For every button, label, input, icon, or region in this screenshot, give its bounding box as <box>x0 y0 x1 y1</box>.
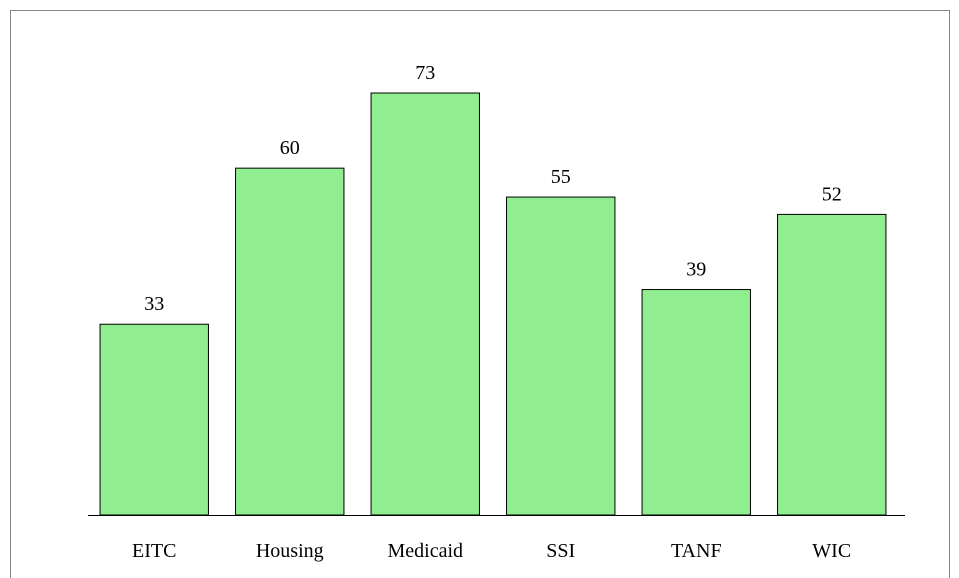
bar <box>370 92 480 516</box>
x-tick-label: WIC <box>812 540 851 562</box>
bar <box>777 213 887 516</box>
x-tick-label: EITC <box>132 540 176 562</box>
value-label: 73 <box>415 62 435 84</box>
x-tick-label: TANF <box>671 540 722 562</box>
bar <box>641 289 751 516</box>
bar <box>235 167 345 516</box>
value-label: 60 <box>280 137 300 159</box>
value-label: 39 <box>686 259 706 281</box>
x-tick-label: SSI <box>546 540 575 562</box>
x-tick-label: Medicaid <box>387 540 463 562</box>
value-label: 52 <box>822 183 842 205</box>
value-label: 55 <box>551 166 571 188</box>
bar <box>506 196 616 516</box>
x-tick-label: Housing <box>256 540 324 562</box>
bar <box>99 323 209 516</box>
frame <box>10 10 950 578</box>
value-label: 33 <box>144 293 164 315</box>
